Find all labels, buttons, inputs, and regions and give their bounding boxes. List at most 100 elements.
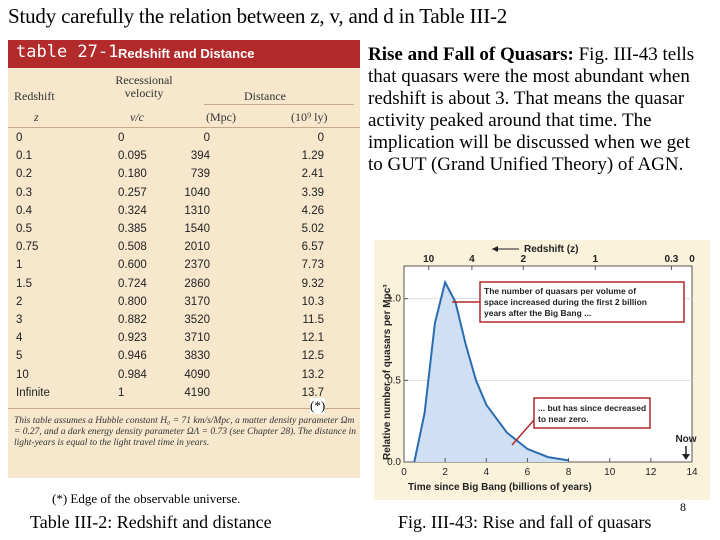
heading-line: Study carefully the relation between z, … — [8, 4, 508, 28]
y-tick-label: 1.0 — [387, 294, 401, 305]
table-cell: 0 — [118, 132, 125, 144]
table-cell: 1540 — [184, 223, 210, 235]
footnote: (*) Edge of the observable universe. — [52, 491, 241, 506]
y-axis-label: Relative number of quasars per Mpc³ — [382, 284, 393, 460]
now-label: Now — [675, 434, 696, 445]
x-axis-label: Time since Big Bang (billions of years) — [408, 482, 592, 493]
table-cell: 0.180 — [118, 168, 147, 181]
figure-caption: Fig. III-43: Rise and fall of quasars — [398, 512, 652, 532]
table-cell: 3710 — [184, 332, 210, 345]
table-cell: 4 — [16, 332, 23, 345]
col-header-redshift: Redshift — [14, 89, 55, 103]
table-cell: 9.32 — [301, 277, 324, 290]
table-cell: 2860 — [184, 277, 210, 290]
table-cell: 3.39 — [301, 186, 324, 199]
table-cell: 0.4 — [16, 204, 32, 217]
x-tick-label: 0 — [401, 467, 407, 478]
annotation-1-line: space increased during the first 2 billi… — [484, 297, 647, 307]
table-cell: 0.75 — [16, 241, 39, 254]
table-cell: 0.600 — [118, 259, 147, 272]
top-tick-label: 2 — [521, 254, 527, 265]
table-cell: 0 — [203, 132, 210, 144]
x-tick-label: 10 — [604, 467, 616, 478]
top-tick-label: 10 — [423, 254, 435, 265]
table-cell: 4190 — [184, 386, 210, 399]
table-cell: 0.385 — [118, 223, 147, 235]
table-cell: 7.73 — [301, 259, 324, 272]
annotation-2-pointer — [511, 419, 535, 446]
table-cell: 3830 — [184, 350, 210, 363]
x-tick-label: 14 — [686, 467, 698, 478]
x-tick-label: 12 — [645, 467, 657, 478]
table-cell: 1040 — [184, 186, 210, 199]
annotation-1-line: The number of quasars per volume of — [484, 286, 636, 296]
distance-rule — [204, 104, 354, 105]
top-tick-label: 0.3 — [664, 254, 678, 265]
table-cell: 739 — [190, 168, 210, 181]
col-header-distance: Distance — [244, 89, 286, 103]
table-cell: 1 — [118, 386, 125, 399]
table-cell: Infinite — [16, 386, 50, 399]
table-cell: 0.3 — [16, 186, 32, 199]
quasar-description: Rise and Fall of Quasars: Fig. III-43 te… — [368, 44, 708, 176]
y-tick-label: 0.0 — [387, 457, 401, 468]
table-cell: 10 — [16, 368, 29, 381]
table-cell: 0.800 — [118, 295, 147, 308]
table-cell: 0.724 — [118, 277, 147, 290]
quasar-curve — [413, 279, 569, 463]
table-cell: 0 — [16, 132, 23, 144]
curve-area — [414, 282, 569, 462]
table-cell: 6.57 — [301, 241, 324, 254]
table-header-bar: table 27-1 Redshift and Distance — [8, 40, 360, 68]
table-cell: 0 — [317, 132, 324, 144]
table-cell: 0.923 — [118, 332, 147, 345]
table-cell: 1.29 — [301, 150, 324, 163]
annotation-1-line: years after the Big Bang ... — [484, 308, 591, 318]
col-header-mpc: (Mpc) — [206, 110, 236, 124]
col-header-velocity: Recessional velocity — [115, 73, 173, 100]
col-header-vc: v/c — [130, 110, 144, 124]
table-cell: 1310 — [184, 204, 210, 217]
table-cell: 0.095 — [118, 150, 147, 163]
table-title: Redshift and Distance — [118, 46, 255, 61]
top-tick-label: 4 — [469, 254, 475, 265]
page-mark: 8 — [680, 500, 686, 514]
annotation-2-line: to near zero. — [538, 414, 589, 424]
table-cell: 0.1 — [16, 150, 32, 163]
col-header-z: z — [34, 110, 39, 124]
table-cell: 0.946 — [118, 350, 147, 363]
table-cell: 13.2 — [301, 368, 324, 381]
table-cell: 5 — [16, 350, 23, 363]
table-cell: 0.257 — [118, 186, 147, 199]
quasar-description-body: Fig. III-43 tells that quasars were the … — [368, 44, 695, 175]
x-tick-label: 2 — [442, 467, 448, 478]
table-cell: 2370 — [184, 259, 210, 272]
header-rule — [8, 127, 360, 128]
x-tick-label: 6 — [525, 467, 531, 478]
table-caption: Table III-2: Redshift and distance — [30, 512, 272, 532]
quasar-chart: 0 2 4 6 8 10 12 14 Time since Big Bang (billions… — [382, 244, 698, 493]
top-axis-arrowhead — [492, 246, 498, 252]
table-cell: 2 — [16, 295, 23, 308]
table-cell: 0.324 — [118, 204, 147, 217]
table-cell: 12.1 — [301, 332, 324, 345]
table-cell: 2010 — [184, 241, 210, 254]
x-tick-label: 8 — [566, 467, 572, 478]
now-arrowhead — [682, 454, 690, 460]
table-cell: 11.5 — [302, 314, 324, 326]
top-axis-title: Redshift (z) — [524, 244, 578, 255]
table-cell: 394 — [190, 150, 210, 163]
bottom-rule — [8, 408, 360, 409]
y-tick-label: 0.5 — [387, 375, 401, 386]
col-header-ly: (10⁹ ly) — [291, 110, 328, 124]
table-cell: 3520 — [184, 314, 210, 326]
star-marker: (*) — [310, 398, 326, 414]
quasar-figure: 0 2 4 6 8 10 12 14 Time since Big Bang (billions… — [374, 240, 710, 500]
table-cell: 3170 — [184, 295, 210, 308]
table-note: This table assumes a Hubble constant H₀ … — [14, 416, 357, 448]
table-cell: 4090 — [184, 368, 210, 381]
table-cell: 4.26 — [301, 204, 324, 217]
table-cell: 12.5 — [301, 350, 324, 363]
top-tick-label: 0 — [689, 254, 695, 265]
table-cell: 0.5 — [16, 223, 32, 235]
